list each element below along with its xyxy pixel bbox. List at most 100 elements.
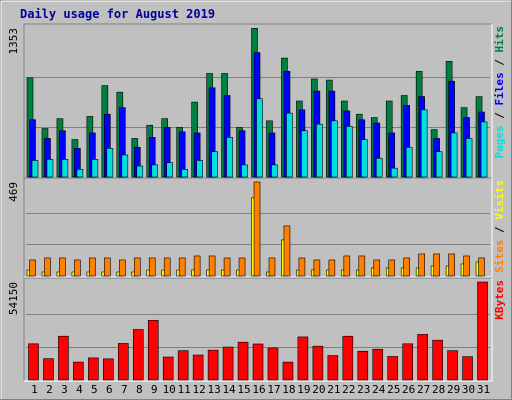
bar-sites-day-23: [358, 255, 366, 277]
bar-kbytes-day-14: [222, 346, 234, 381]
day-label-26: 26: [402, 383, 415, 396]
day-labels: 1 2 3 4 5 6 7 8 9 10 11 12 13 14 15 16 17 18 19 20 21 22 23 24 2…: [31, 383, 490, 396]
bar-kbytes-day-28: [432, 339, 443, 381]
bar-kbytes-day-22: [342, 335, 354, 381]
bar-kbytes-day-1: [28, 343, 39, 381]
bar-kbytes-day-17: [267, 347, 279, 381]
legend-kbytes: KBytes: [493, 280, 506, 320]
bar-pages-day-25: [390, 167, 398, 178]
bar-pages-day-12: [196, 160, 203, 178]
legend-item-hits: Hits: [493, 26, 506, 59]
bar-pages-day-18: [286, 112, 293, 178]
bar-sites-day-18: [283, 225, 291, 277]
day-label-23: 23: [357, 383, 370, 396]
day-label-28: 28: [432, 383, 445, 396]
day-label-24: 24: [372, 383, 386, 396]
bar-kbytes-day-15: [237, 341, 249, 381]
bar-sites-day-30: [463, 255, 470, 277]
bar-sites-day-16: [253, 181, 261, 277]
bar-kbytes-day-8: [132, 329, 144, 381]
day-label-5: 5: [91, 383, 98, 396]
bar-sites-day-7: [119, 259, 126, 277]
bar-pages-day-22: [346, 126, 353, 178]
bar-pages-day-31: [480, 121, 488, 178]
day-label-14: 14: [222, 383, 236, 396]
day-label-17: 17: [267, 383, 280, 396]
chart-title: Daily usage for August 2019: [20, 7, 215, 21]
bar-pages-day-5: [91, 159, 99, 178]
bar-pages-day-6: [106, 148, 114, 178]
y-max-label-sites: 469: [7, 182, 20, 202]
bar-kbytes-day-7: [118, 343, 129, 381]
bar-sites-day-10: [163, 257, 171, 277]
bar-pages-day-7: [121, 154, 129, 178]
legend-item-visits: Visits: [493, 180, 506, 226]
bar-pages-day-15: [241, 164, 248, 178]
bar-pages-day-1: [31, 160, 39, 178]
bar-pages-day-28: [435, 151, 443, 178]
panels-layer: 1353 Pages / Files / Hits 469 Sites / Visit…: [7, 23, 506, 382]
legend-requests: Pages / Files / Hits: [493, 26, 506, 159]
day-label-11: 11: [178, 383, 191, 396]
day-label-9: 9: [151, 383, 158, 396]
bar-sites-day-22: [343, 255, 351, 277]
bar-sites-day-6: [104, 257, 111, 277]
bar-pages-day-10: [166, 162, 174, 178]
bar-kbytes-day-4: [73, 361, 84, 381]
bar-kbytes-day-30: [462, 356, 473, 381]
day-label-10: 10: [163, 383, 176, 396]
bar-kbytes-day-11: [177, 350, 189, 381]
y-max-label-requests: 1353: [7, 28, 20, 55]
day-label-31: 31: [477, 383, 490, 396]
bar-pages-day-19: [301, 130, 308, 178]
bar-kbytes-day-9: [147, 319, 159, 381]
bar-kbytes-day-19: [297, 336, 309, 381]
y-max-label-kbytes: 54150: [7, 282, 20, 315]
day-label-19: 19: [297, 383, 310, 396]
bar-kbytes-day-27: [417, 334, 428, 381]
bar-kbytes-day-25: [387, 356, 399, 381]
bar-kbytes-day-23: [357, 350, 369, 381]
bar-pages-day-23: [360, 139, 368, 178]
legend-item-sites: Sites: [493, 240, 506, 273]
bar-kbytes-day-3: [58, 335, 69, 381]
bar-pages-day-8: [136, 165, 144, 178]
bar-kbytes-day-6: [103, 358, 114, 381]
bar-pages-day-3: [61, 159, 69, 178]
bar-pages-day-21: [331, 120, 338, 178]
bar-sites-day-11: [178, 257, 186, 277]
legend-item-slash: /: [493, 226, 506, 240]
bar-kbytes-day-21: [327, 355, 339, 381]
day-label-21: 21: [327, 383, 340, 396]
day-label-18: 18: [282, 383, 295, 396]
day-label-1: 1: [31, 383, 38, 396]
bar-kbytes-day-16: [252, 343, 264, 381]
bar-sites-day-9: [148, 257, 156, 277]
bar-sites-day-12: [193, 255, 201, 277]
bar-pages-day-4: [76, 168, 84, 178]
bar-sites-day-24: [373, 259, 381, 277]
bar-sites-day-17: [268, 257, 276, 277]
bar-kbytes-day-13: [207, 349, 219, 381]
day-label-30: 30: [462, 383, 475, 396]
legend-item-kbytes: KBytes: [493, 280, 506, 320]
bar-kbytes-day-12: [192, 354, 204, 381]
bar-sites-day-20: [313, 259, 321, 277]
bar-kbytes-day-26: [402, 343, 413, 381]
day-label-3: 3: [61, 383, 68, 396]
bar-sites-day-25: [388, 259, 396, 277]
day-label-7: 7: [121, 383, 128, 396]
bar-pages-day-2: [46, 159, 54, 178]
bar-kbytes-day-5: [88, 357, 99, 381]
day-label-29: 29: [447, 383, 460, 396]
bar-pages-day-29: [450, 132, 458, 178]
bar-sites-day-21: [328, 259, 336, 277]
day-label-2: 2: [46, 383, 53, 396]
bar-sites-day-29: [448, 253, 455, 277]
bar-sites-day-28: [433, 253, 440, 277]
bar-pages-day-14: [226, 137, 233, 178]
panel-kbytes: 54150 KBytes: [7, 277, 506, 382]
day-label-25: 25: [387, 383, 400, 396]
bar-sites-day-5: [89, 257, 96, 277]
day-label-6: 6: [106, 383, 113, 396]
